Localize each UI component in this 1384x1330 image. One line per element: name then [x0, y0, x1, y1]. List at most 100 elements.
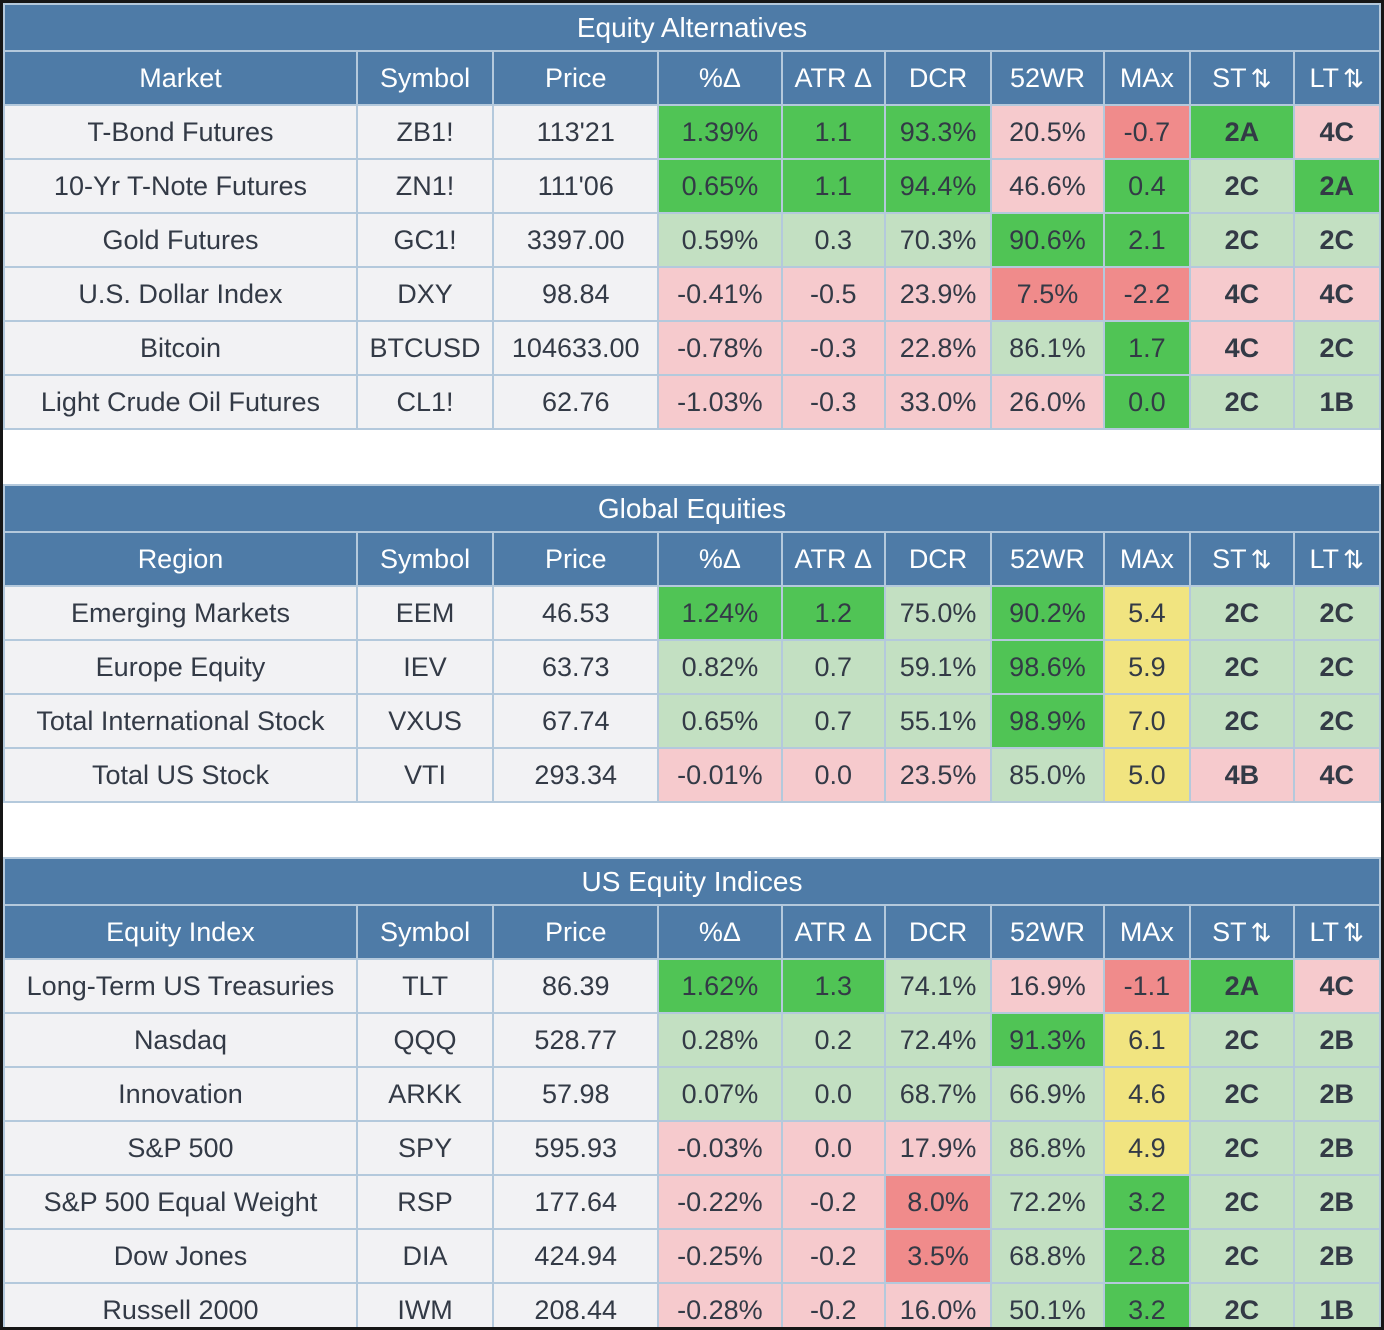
max-cell: 1.7: [1102, 320, 1192, 376]
price-cell: 595.93: [492, 1120, 660, 1176]
atr-change-cell: 0.0: [780, 747, 886, 803]
table-row: Gold Futures GC1! 3397.00 0.59% 0.3 70.3% 90.6…: [3, 212, 1381, 268]
col-header-52wr: 52WR: [990, 50, 1105, 106]
market-label: 10-Yr T-Note Futures: [3, 158, 358, 214]
week52-range-cell: 20.5%: [990, 104, 1105, 160]
atr-change-cell: -0.2: [780, 1282, 886, 1327]
table-row: T-Bond Futures ZB1! 113'21 1.39% 1.1 93.3% 20.…: [3, 104, 1381, 160]
price-cell: 208.44: [492, 1282, 660, 1327]
pct-change-cell: 0.28%: [657, 1012, 783, 1068]
atr-change-cell: 0.2: [780, 1012, 886, 1068]
max-cell: 3.2: [1102, 1174, 1192, 1230]
col-header-label: MAx: [1119, 543, 1174, 574]
col-header-label: 52WR: [1009, 543, 1085, 574]
table-row: S&P 500 Equal Weight RSP 177.64 -0.22% -0.2 8…: [3, 1174, 1381, 1230]
atr-change-cell: -0.2: [780, 1228, 886, 1284]
sort-arrows-icon: ⇅: [1250, 545, 1272, 574]
dcr-cell: 8.0%: [883, 1174, 993, 1230]
col-header-st[interactable]: ST ⇅: [1189, 50, 1295, 106]
col-header-pct-change: %Δ: [657, 904, 783, 960]
col-header-st[interactable]: ST ⇅: [1189, 904, 1295, 960]
price-cell: 424.94: [492, 1228, 660, 1284]
price-cell: 67.74: [492, 693, 660, 749]
table-row: Bitcoin BTCUSD 104633.00 -0.78% -0.3 22.8% 86.…: [3, 320, 1381, 376]
atr-change-cell: -0.2: [780, 1174, 886, 1230]
market-table: Global Equities Region Symbol Price %Δ ATR Δ D…: [3, 484, 1381, 803]
pct-change-cell: -0.01%: [657, 747, 783, 803]
col-header-52wr: 52WR: [990, 904, 1105, 960]
lt-rating-cell: 2C: [1292, 585, 1381, 641]
symbol-cell: RSP: [355, 1174, 495, 1230]
market-label: Total US Stock: [3, 747, 358, 803]
table-row: Total International Stock VXUS 67.74 0.65% 0…: [3, 693, 1381, 749]
price-cell: 63.73: [492, 639, 660, 695]
market-label: Light Crude Oil Futures: [3, 374, 358, 430]
table-row: Innovation ARKK 57.98 0.07% 0.0 68.7% 66.9% 4.6…: [3, 1066, 1381, 1122]
col-header-max: MAx: [1102, 531, 1192, 587]
atr-change-cell: 0.7: [780, 693, 886, 749]
table-row: Total US Stock VTI 293.34 -0.01% 0.0 23.5% 85.…: [3, 747, 1381, 803]
week52-range-cell: 68.8%: [990, 1228, 1105, 1284]
col-header-label: MAx: [1119, 62, 1174, 93]
atr-change-cell: 0.7: [780, 639, 886, 695]
max-cell: 2.1: [1102, 212, 1192, 268]
col-header-dcr: DCR: [883, 50, 993, 106]
sort-arrows-icon: ⇅: [1250, 64, 1272, 93]
col-header-label: LT: [1309, 62, 1340, 93]
symbol-cell: EEM: [355, 585, 495, 641]
st-rating-cell: 4C: [1189, 266, 1295, 322]
max-cell: 5.0: [1102, 747, 1192, 803]
col-header-price: Price: [492, 531, 660, 587]
col-header-52wr: 52WR: [990, 531, 1105, 587]
pct-change-cell: -0.22%: [657, 1174, 783, 1230]
price-cell: 3397.00: [492, 212, 660, 268]
col-header-st[interactable]: ST ⇅: [1189, 531, 1295, 587]
symbol-cell: TLT: [355, 958, 495, 1014]
symbol-cell: ARKK: [355, 1066, 495, 1122]
col-header-pct-change: %Δ: [657, 531, 783, 587]
table-row: Light Crude Oil Futures CL1! 62.76 -1.03% -0…: [3, 374, 1381, 430]
market-label: Long-Term US Treasuries: [3, 958, 358, 1014]
dcr-cell: 23.9%: [883, 266, 993, 322]
atr-change-cell: -0.3: [780, 374, 886, 430]
pct-change-cell: -1.03%: [657, 374, 783, 430]
st-rating-cell: 2A: [1189, 958, 1295, 1014]
atr-change-cell: 1.1: [780, 158, 886, 214]
lt-rating-cell: 4C: [1292, 747, 1381, 803]
week52-range-cell: 98.9%: [990, 693, 1105, 749]
col-header-lt[interactable]: LT ⇅: [1292, 904, 1381, 960]
table-title: Equity Alternatives: [3, 3, 1381, 52]
market-table: Equity Alternatives Market Symbol Price %Δ AT…: [3, 3, 1381, 430]
price-cell: 57.98: [492, 1066, 660, 1122]
st-rating-cell: 2C: [1189, 1120, 1295, 1176]
week52-range-cell: 7.5%: [990, 266, 1105, 322]
week52-range-cell: 26.0%: [990, 374, 1105, 430]
col-header-label: Price: [544, 543, 607, 574]
lt-rating-cell: 1B: [1292, 374, 1381, 430]
col-header-price: Price: [492, 904, 660, 960]
col-header-label: MAx: [1119, 916, 1174, 947]
col-header-lt[interactable]: LT ⇅: [1292, 531, 1381, 587]
st-rating-cell: 2C: [1189, 639, 1295, 695]
lt-rating-cell: 2C: [1292, 693, 1381, 749]
lt-rating-cell: 2B: [1292, 1066, 1381, 1122]
atr-change-cell: 1.2: [780, 585, 886, 641]
atr-change-cell: 1.3: [780, 958, 886, 1014]
col-header-lt[interactable]: LT ⇅: [1292, 50, 1381, 106]
table-row: Long-Term US Treasuries TLT 86.39 1.62% 1.3 7…: [3, 958, 1381, 1014]
pct-change-cell: 0.65%: [657, 693, 783, 749]
max-cell: 2.8: [1102, 1228, 1192, 1284]
st-rating-cell: 2C: [1189, 1012, 1295, 1068]
col-header-atr-change: ATR Δ: [780, 904, 886, 960]
lt-rating-cell: 2B: [1292, 1120, 1381, 1176]
col-header-dcr: DCR: [883, 904, 993, 960]
lt-rating-cell: 4C: [1292, 266, 1381, 322]
col-header-label: Equity Index: [106, 916, 255, 947]
table-title: Global Equities: [3, 484, 1381, 533]
col-header-label: ST: [1212, 543, 1247, 574]
dcr-cell: 3.5%: [883, 1228, 993, 1284]
col-header-label: Region: [3, 531, 358, 587]
max-cell: -1.1: [1102, 958, 1192, 1014]
week52-range-cell: 90.2%: [990, 585, 1105, 641]
week52-range-cell: 50.1%: [990, 1282, 1105, 1327]
